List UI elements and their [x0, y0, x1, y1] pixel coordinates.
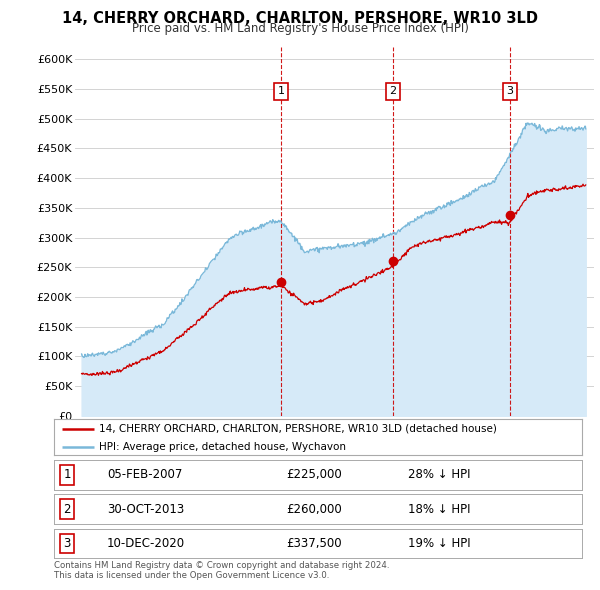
Text: £225,000: £225,000	[286, 468, 342, 481]
Text: 1: 1	[64, 468, 71, 481]
Text: 14, CHERRY ORCHARD, CHARLTON, PERSHORE, WR10 3LD (detached house): 14, CHERRY ORCHARD, CHARLTON, PERSHORE, …	[99, 424, 497, 434]
Text: 2: 2	[389, 87, 397, 96]
Text: 18% ↓ HPI: 18% ↓ HPI	[408, 503, 470, 516]
Text: 19% ↓ HPI: 19% ↓ HPI	[408, 537, 470, 550]
Text: HPI: Average price, detached house, Wychavon: HPI: Average price, detached house, Wych…	[99, 442, 346, 453]
Text: 10-DEC-2020: 10-DEC-2020	[107, 537, 185, 550]
Text: 3: 3	[64, 537, 71, 550]
Text: 2: 2	[64, 503, 71, 516]
Text: 3: 3	[506, 87, 514, 96]
Text: £337,500: £337,500	[286, 537, 342, 550]
Text: Price paid vs. HM Land Registry's House Price Index (HPI): Price paid vs. HM Land Registry's House …	[131, 22, 469, 35]
Text: 30-OCT-2013: 30-OCT-2013	[107, 503, 184, 516]
Text: 1: 1	[278, 87, 285, 96]
Text: £260,000: £260,000	[286, 503, 342, 516]
Text: 14, CHERRY ORCHARD, CHARLTON, PERSHORE, WR10 3LD: 14, CHERRY ORCHARD, CHARLTON, PERSHORE, …	[62, 11, 538, 25]
Text: 28% ↓ HPI: 28% ↓ HPI	[408, 468, 470, 481]
Text: Contains HM Land Registry data © Crown copyright and database right 2024.
This d: Contains HM Land Registry data © Crown c…	[54, 561, 389, 581]
Text: 05-FEB-2007: 05-FEB-2007	[107, 468, 182, 481]
